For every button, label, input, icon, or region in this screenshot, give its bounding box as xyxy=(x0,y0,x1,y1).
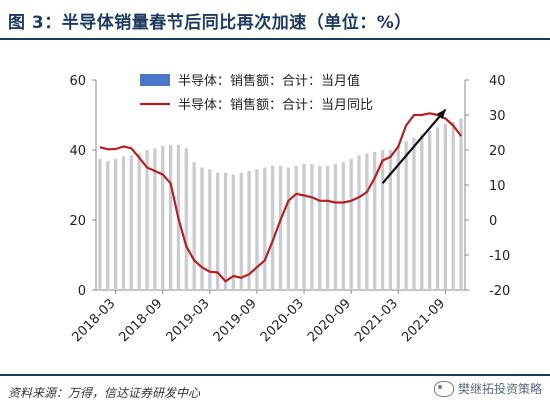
right-tick-label-30: 30 xyxy=(489,109,506,124)
right-tick-label-10: 10 xyxy=(489,179,506,194)
x-tick-label-2020-03: 2020-03 xyxy=(258,296,307,345)
bar-2021-03 xyxy=(396,146,400,290)
bar-2021-11 xyxy=(459,118,463,290)
bar-2021-01 xyxy=(380,150,385,290)
bar-2019-06 xyxy=(231,174,236,290)
left-tick-label-60: 60 xyxy=(69,74,86,89)
bar-2020-09 xyxy=(349,158,353,290)
x-tick-label-2020-09: 2020-09 xyxy=(305,296,354,345)
right-tick-label-20: 20 xyxy=(489,144,506,159)
source-note: 资料来源：万得，信达证券研发中心 xyxy=(8,386,201,400)
bar-2019-07 xyxy=(239,172,243,290)
legend-label-bar: 半导体：销售额：合计：当月值 xyxy=(178,73,360,89)
right-tick-label-0: 0 xyxy=(489,214,497,229)
bar-2020-10 xyxy=(357,155,361,290)
figure-header: 图 3：半导体销量春节后同比再次加速（单位：%） xyxy=(0,0,550,40)
bar-2018-06 xyxy=(137,153,141,290)
bar-2018-01 xyxy=(98,158,102,290)
bar-2021-07 xyxy=(428,130,432,290)
bar-2021-06 xyxy=(420,134,424,290)
bar-2019-10 xyxy=(263,167,267,290)
bar-2020-11 xyxy=(365,153,369,290)
left-tick-label-40: 40 xyxy=(69,144,86,159)
bar-2019-03 xyxy=(208,169,212,290)
bar-2018-02 xyxy=(106,161,110,290)
bar-2021-09 xyxy=(443,123,448,290)
bar-2020-12 xyxy=(373,151,377,290)
bar-2019-02 xyxy=(200,167,204,290)
x-tick-label-2019-09: 2019-09 xyxy=(211,296,260,345)
bar-2020-01 xyxy=(286,167,290,290)
title-rule xyxy=(0,38,550,40)
bar-2021-10 xyxy=(451,122,455,290)
left-tick-label-0: 0 xyxy=(78,284,86,299)
bar-2018-10 xyxy=(168,144,173,290)
bar-2018-05 xyxy=(129,155,133,290)
bar-2018-07 xyxy=(145,150,149,290)
bar-2018-03 xyxy=(113,158,118,290)
x-tick-label-2021-09: 2021-09 xyxy=(399,296,448,345)
bar-2020-03 xyxy=(302,164,306,290)
bar-2019-12 xyxy=(278,165,283,290)
bar-2018-04 xyxy=(121,156,126,290)
bar-2019-05 xyxy=(223,172,228,290)
legend-label-line: 半导体：销售额：合计：当月同比 xyxy=(178,97,373,113)
bar-2019-09 xyxy=(255,169,259,290)
bar-2020-07 xyxy=(333,164,338,290)
bar-series xyxy=(98,118,463,290)
right-tick-label--10: -10 xyxy=(489,249,510,264)
bar-2020-08 xyxy=(341,162,345,290)
bar-2021-05 xyxy=(412,137,416,290)
trend-arrow-line xyxy=(381,108,447,184)
x-tick-label-2021-03: 2021-03 xyxy=(352,296,401,345)
wechat-icon xyxy=(433,380,454,397)
right-axis: -20 -10 0 10 20 30 40 xyxy=(465,74,510,299)
bar-2018-12 xyxy=(184,148,188,290)
left-axis: 0 20 40 60 xyxy=(69,74,96,299)
bar-2019-01 xyxy=(192,162,196,290)
bar-2019-04 xyxy=(216,172,220,290)
yoy-line xyxy=(99,112,462,283)
right-tick-label-40: 40 xyxy=(489,74,506,89)
bar-2018-09 xyxy=(161,145,165,290)
right-tick-label--20: -20 xyxy=(489,284,510,299)
legend-swatch-bar xyxy=(140,74,170,86)
line-series xyxy=(99,112,462,283)
bar-2021-04 xyxy=(404,141,408,290)
bar-2020-04 xyxy=(310,164,314,290)
bar-2020-02 xyxy=(294,165,298,290)
bar-2021-08 xyxy=(435,127,440,290)
watermark-text: 樊继拓投资策略 xyxy=(457,382,542,396)
bar-2020-06 xyxy=(325,165,330,290)
x-axis: 2018-032018-092019-032019-092020-032020-… xyxy=(69,290,448,345)
x-tick-label-2019-03: 2019-03 xyxy=(164,296,213,345)
figure-title: 图 3：半导体销量春节后同比再次加速（单位：%） xyxy=(8,13,412,33)
bar-2020-05 xyxy=(318,165,322,290)
left-tick-label-20: 20 xyxy=(69,214,86,229)
x-tick-label-2018-03: 2018-03 xyxy=(69,296,118,345)
x-tick-label-2018-09: 2018-09 xyxy=(117,296,166,345)
bar-2018-08 xyxy=(153,148,157,290)
trend-arrow xyxy=(381,108,447,184)
bar-2019-11 xyxy=(271,165,275,290)
bar-2021-02 xyxy=(388,150,393,290)
bar-2019-08 xyxy=(247,171,251,290)
footer-rule xyxy=(0,374,550,376)
watermark: 樊继拓投资策略 xyxy=(433,380,542,397)
